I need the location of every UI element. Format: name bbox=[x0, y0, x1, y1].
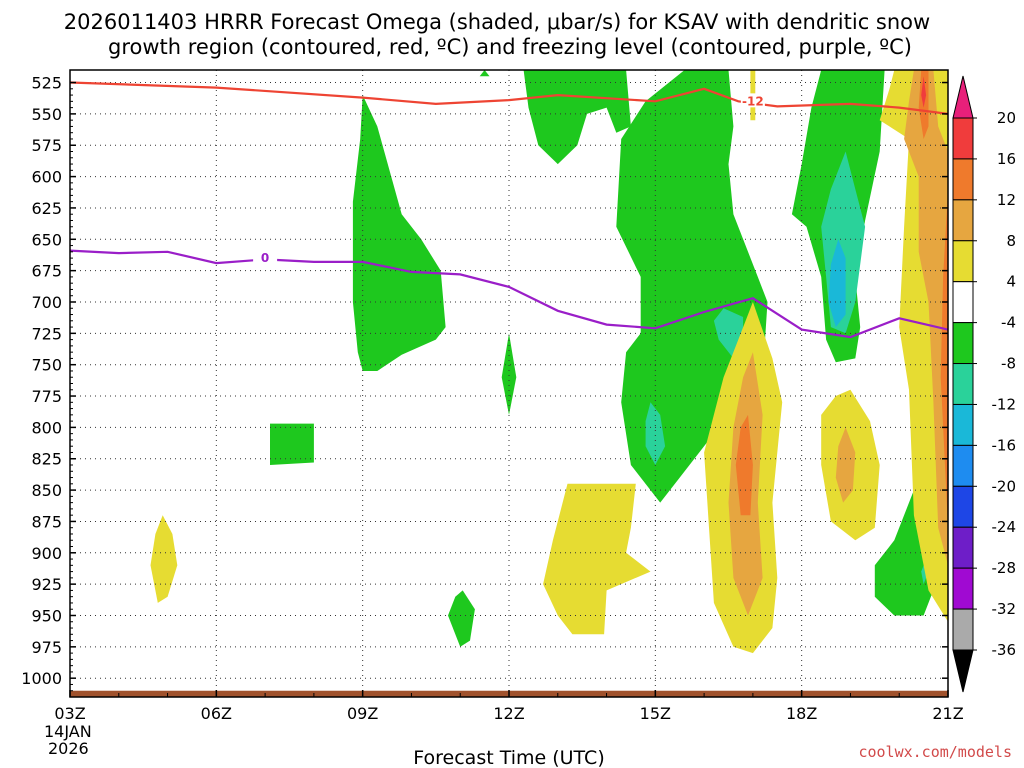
omega-region-cyan-core-19z bbox=[828, 239, 846, 328]
y-tick-label-575: 575 bbox=[31, 136, 62, 155]
colorbar-top-arrow bbox=[952, 75, 974, 119]
colorbar-band-4 bbox=[952, 281, 974, 324]
colorbar-band-11 bbox=[952, 567, 974, 610]
x-tick-label-09Z: 09Z bbox=[347, 704, 378, 723]
date-label-day: 14JAN bbox=[44, 722, 92, 741]
colorbar-label--36: -36 bbox=[992, 641, 1017, 659]
y-tick-label-525: 525 bbox=[31, 74, 62, 93]
omega-shading bbox=[150, 70, 948, 654]
colorbar-label-8: 8 bbox=[1006, 232, 1016, 250]
colorbar-band-6 bbox=[952, 363, 974, 405]
y-tick-label-700: 700 bbox=[31, 293, 62, 312]
freezing-contour-label: 0 bbox=[261, 251, 269, 265]
y-tick-label-875: 875 bbox=[31, 512, 62, 531]
omega-region-orange-19z-lower bbox=[835, 427, 856, 503]
chart-title-line-1: 2026011403 HRRR Forecast Omega (shaded, … bbox=[64, 10, 930, 34]
colorbar-label-20: 20 bbox=[997, 109, 1016, 127]
colorbar-band-8 bbox=[952, 444, 974, 487]
omega-region-deep-red-right-edge bbox=[921, 76, 927, 108]
omega-region-red-right-edge-lower bbox=[940, 189, 948, 528]
colorbar-label--16: -16 bbox=[992, 436, 1017, 454]
colorbar-label-4: 4 bbox=[1006, 273, 1016, 291]
date-label-year: 2026 bbox=[48, 739, 89, 758]
pressure-axis: 525 550 575 600 625 650 675 700 725 750 775 800 825 8… bbox=[21, 74, 948, 692]
colorbar-band-12 bbox=[952, 608, 974, 651]
colorbar-band-1 bbox=[952, 158, 974, 201]
y-tick-label-800: 800 bbox=[31, 418, 62, 437]
omega-region-green-rect-08z bbox=[270, 423, 314, 465]
y-tick-label-900: 900 bbox=[31, 544, 62, 563]
y-tick-label-675: 675 bbox=[31, 262, 62, 281]
time-axis: 03Z 06Z 09Z 12Z 15Z 18Z 21Z bbox=[54, 690, 964, 723]
omega-region-orange-right-edge bbox=[904, 70, 948, 566]
y-tick-label-1000: 1000 bbox=[21, 669, 62, 688]
x-tick-label-21Z: 21Z bbox=[932, 704, 963, 723]
colorbar-band-3 bbox=[952, 240, 974, 283]
colorbar-label-12: 12 bbox=[997, 191, 1016, 209]
colorbar-band-10 bbox=[952, 526, 974, 569]
omega-region-green-sliver-12z bbox=[501, 333, 517, 415]
x-tick-label-15Z: 15Z bbox=[640, 704, 671, 723]
y-tick-label-850: 850 bbox=[31, 481, 62, 500]
omega-region-teal-15z-small bbox=[645, 402, 666, 465]
y-tick-label-925: 925 bbox=[31, 575, 62, 594]
colorbar-band-9 bbox=[952, 485, 974, 528]
colorbar-label--32: -32 bbox=[992, 600, 1017, 618]
y-tick-label-825: 825 bbox=[31, 450, 62, 469]
omega-region-green-top-13z bbox=[523, 70, 631, 165]
colorbar-label--24: -24 bbox=[992, 518, 1017, 536]
colorbar-band-5 bbox=[952, 322, 974, 365]
dgz-contour-label-bg bbox=[740, 93, 765, 108]
colorbar-label--28: -28 bbox=[992, 559, 1017, 577]
y-tick-label-550: 550 bbox=[31, 105, 62, 124]
colorbar-label--12: -12 bbox=[992, 395, 1017, 413]
y-tick-label-775: 775 bbox=[31, 387, 62, 406]
colorbar-band-2 bbox=[952, 199, 974, 242]
freezing-contour-label-bg bbox=[253, 250, 278, 265]
y-tick-label-975: 975 bbox=[31, 638, 62, 657]
omega-region-teal-16z-small bbox=[713, 308, 744, 359]
colorbar-band-7 bbox=[952, 403, 974, 446]
y-tick-label-950: 950 bbox=[31, 606, 62, 625]
omega-region-green-drop-11z bbox=[448, 590, 475, 647]
freezing-contour-line bbox=[70, 249, 948, 339]
x-tick-label-12Z: 12Z bbox=[493, 704, 524, 723]
colorbar-bottom-arrow bbox=[952, 649, 974, 693]
colorbar-label--20: -20 bbox=[992, 477, 1017, 495]
omega-region-green-blob-11z bbox=[479, 70, 490, 77]
y-tick-label-650: 650 bbox=[31, 230, 62, 249]
x-tick-label-03Z: 03Z bbox=[54, 704, 85, 723]
colorbar-label--4: -4 bbox=[1001, 314, 1016, 332]
colorbar-band-0 bbox=[952, 117, 974, 160]
dgz-contour-line bbox=[70, 81, 948, 115]
chart-title-line-2: growth region (contoured, red, ºC) and f… bbox=[108, 35, 912, 59]
dgz-contour-label: -12 bbox=[742, 94, 764, 108]
x-tick-label-18Z: 18Z bbox=[786, 704, 817, 723]
temperature-contours: -12 0 bbox=[70, 81, 948, 339]
omega-region-green-plume-09z bbox=[352, 95, 446, 371]
y-tick-label-725: 725 bbox=[31, 324, 62, 343]
x-axis-title: Forecast Time (UTC) bbox=[413, 747, 604, 768]
omega-region-yellow-05z bbox=[150, 515, 178, 603]
x-tick-label-06Z: 06Z bbox=[201, 704, 232, 723]
y-tick-label-750: 750 bbox=[31, 356, 62, 375]
credit-label: coolwx.com/models bbox=[858, 743, 1012, 761]
colorbar-label--8: -8 bbox=[1001, 355, 1016, 373]
colorbar-label-16: 16 bbox=[997, 150, 1016, 168]
y-tick-label-600: 600 bbox=[31, 168, 62, 187]
colorbar: 20 16 12 8 4 -4 -8 -12 -16 -20 -24 -28 -32 -36 bbox=[952, 75, 1017, 693]
y-tick-label-625: 625 bbox=[31, 199, 62, 218]
omega-region-yellow-13z bbox=[543, 483, 651, 635]
